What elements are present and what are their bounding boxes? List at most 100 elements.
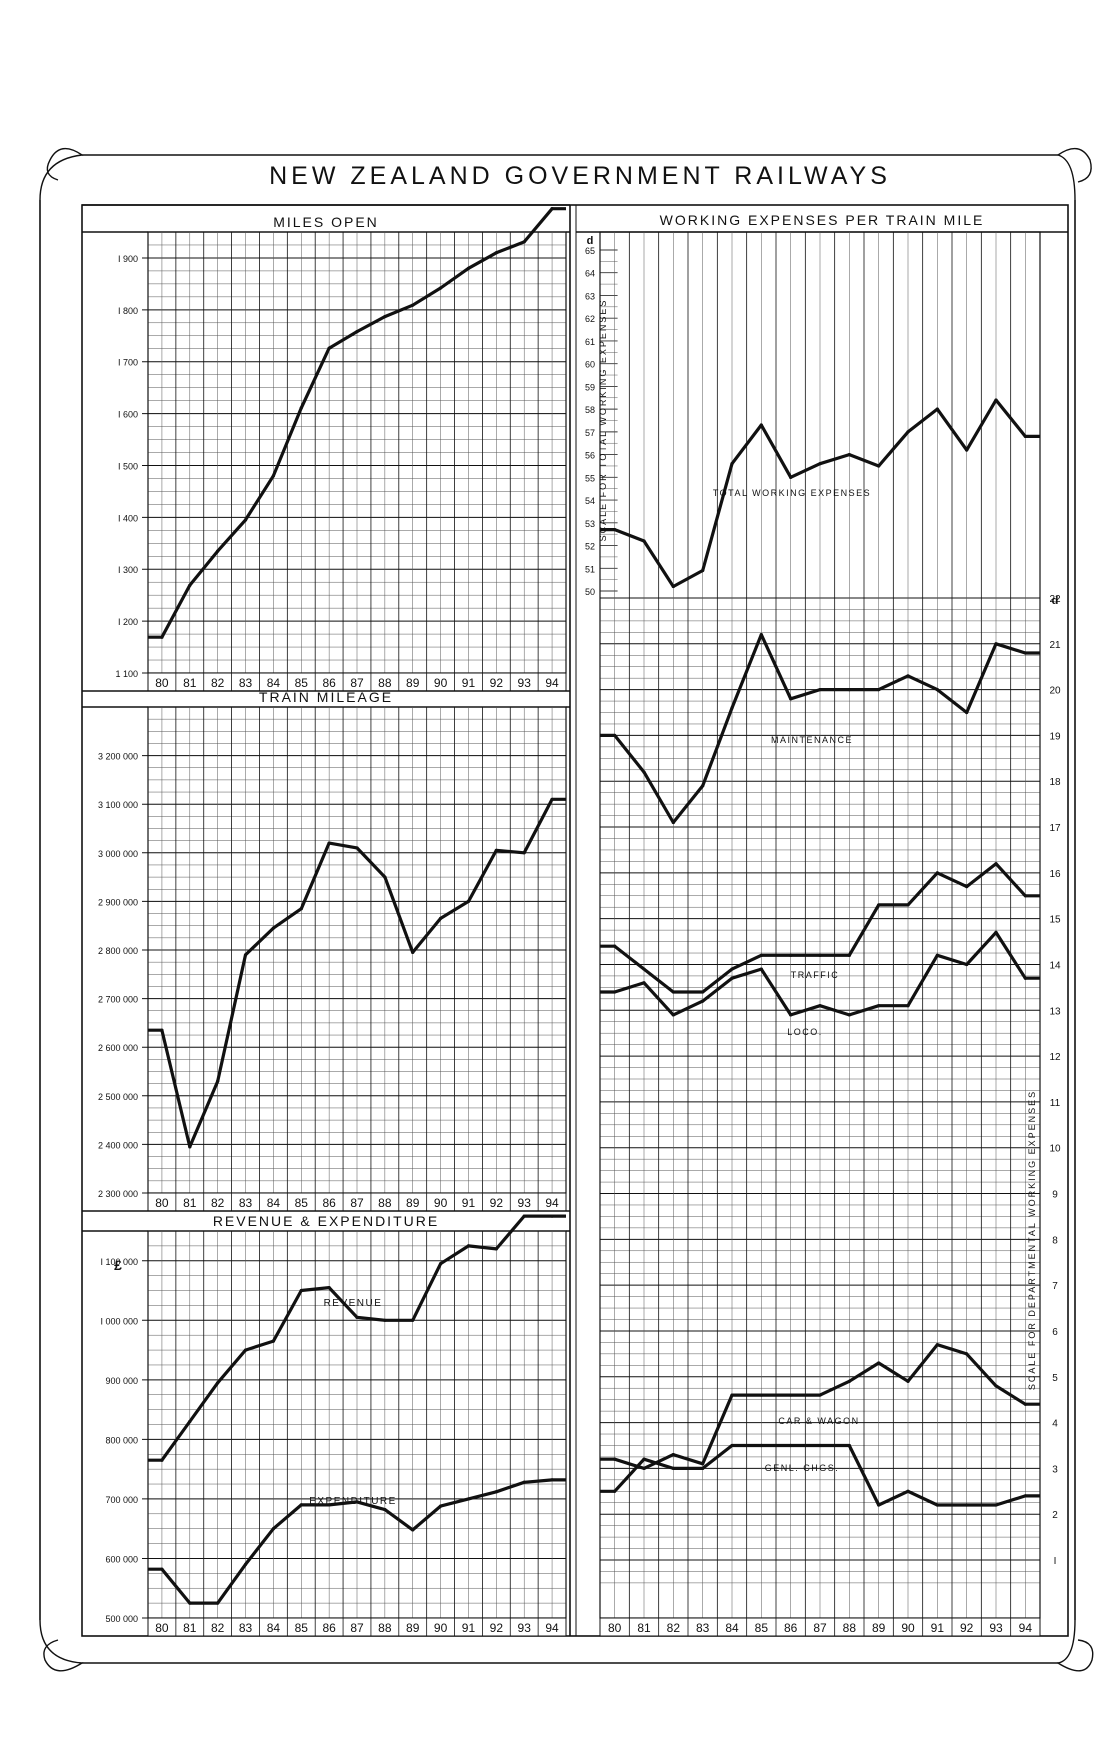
working-left-tick-label: 51 — [585, 564, 595, 574]
miles-open-data-point — [271, 474, 275, 478]
working-left-tick-label: 56 — [585, 451, 595, 461]
miles-open-data-point — [299, 406, 303, 410]
working-data-point — [906, 430, 910, 434]
train-mileage-xtick-label: 93 — [518, 1196, 532, 1210]
working-data-point — [759, 633, 763, 637]
miles-open-xtick-label: 86 — [322, 676, 336, 690]
revenue-expenditure-xtick-label: 91 — [462, 1621, 476, 1635]
revenue-expenditure-data-point — [271, 1339, 275, 1343]
revenue-expenditure-data-point — [550, 1214, 554, 1218]
working-data-point — [965, 962, 969, 967]
working-data-point — [730, 976, 734, 980]
working-right-tick-label: 10 — [1049, 1144, 1061, 1155]
train-mileage-ytick-label: 3 100 000 — [98, 800, 138, 810]
miles-open-title: MILES OPEN — [273, 214, 379, 230]
revenue-expenditure-data-point — [188, 1419, 192, 1424]
working-right-tick-label: 9 — [1052, 1190, 1058, 1201]
miles-open-xtick-label: 94 — [545, 676, 559, 690]
revenue-expenditure-data-point — [383, 1318, 387, 1322]
miles-open-data-point — [439, 286, 443, 290]
working-data-point — [759, 1393, 763, 1397]
working-data-point — [789, 1443, 793, 1448]
revenue-expenditure-data-point — [383, 1508, 387, 1512]
train-mileage-xtick-label: 92 — [490, 1196, 504, 1210]
working-data-point — [613, 990, 617, 994]
working-data-point — [701, 1466, 705, 1470]
train-mileage-ytick-label: 2 400 000 — [98, 1140, 138, 1150]
working-data-point — [847, 688, 851, 692]
working-data-point — [818, 688, 822, 692]
revenue-expenditure-data-point — [216, 1601, 220, 1605]
revenue-expenditure-ytick-label: I 100 000 — [100, 1257, 138, 1267]
revenue-expenditure-ytick-label: 700 000 — [105, 1495, 138, 1505]
working-left-tick-label: 65 — [585, 246, 595, 256]
working-data-point — [906, 1379, 910, 1383]
working-data-point — [1023, 1402, 1027, 1406]
revenue-expenditure-xtick-label: 88 — [378, 1621, 392, 1635]
working-data-point — [994, 642, 998, 646]
miles-open-xtick-label: 90 — [434, 676, 448, 690]
train-mileage-data-point — [383, 875, 387, 879]
working-data-point — [935, 1503, 939, 1507]
working-data-point — [1023, 1494, 1027, 1498]
working-data-point — [935, 407, 939, 411]
train-mileage-data-point — [243, 953, 248, 957]
miles-open-data-point — [355, 330, 359, 334]
working-data-point — [994, 398, 998, 402]
working-data-point — [935, 688, 939, 692]
working-left-tick-label: 54 — [585, 496, 595, 506]
working-data-point — [965, 1503, 969, 1507]
revenue-expenditure-data-point — [299, 1503, 303, 1507]
working-right-tick-label: 11 — [1050, 1098, 1061, 1109]
working-xtick-label: 80 — [608, 1621, 622, 1635]
working-data-point — [730, 1393, 734, 1397]
working-left-unit: d — [587, 235, 594, 247]
train-mileage-xtick-label: 90 — [434, 1196, 448, 1210]
train-mileage-data-point — [160, 1028, 164, 1032]
working-right-tick-label: 15 — [1049, 915, 1061, 926]
revenue-expenditure-ytick-label: 900 000 — [105, 1376, 138, 1386]
train-mileage-data-point — [216, 1079, 220, 1083]
working-left-tick-label: 62 — [585, 314, 595, 324]
working-data-point — [613, 1457, 617, 1461]
working-data-point — [671, 1013, 675, 1017]
working-data-point — [877, 903, 881, 907]
revenue-expenditure-data-point — [522, 1214, 526, 1218]
working-right-tick-label: 21 — [1049, 640, 1061, 651]
revenue-expenditure-data-point — [494, 1490, 498, 1494]
working-data-point — [818, 1443, 822, 1448]
working-data-point — [847, 1379, 851, 1383]
miles-open-xtick-label: 81 — [183, 676, 197, 690]
train-mileage-data-point — [550, 797, 554, 801]
working-data-point — [965, 885, 969, 889]
train-mileage-xtick-label: 81 — [183, 1196, 197, 1210]
train-mileage-data-point — [522, 851, 526, 855]
revenue-expenditure-data-point — [160, 1567, 164, 1571]
chart-working-expenses: WORKING EXPENSES PER TRAIN MILEd50515253… — [576, 212, 1068, 1637]
revenue-expenditure-xtick-label: 81 — [183, 1621, 197, 1635]
working-data-point — [701, 784, 705, 788]
working-data-point — [789, 697, 793, 701]
chart-miles-open: MILES OPEN 1 100 I 200 I 300 I 400 I 500 I 600… — [82, 204, 570, 692]
working-data-point — [1023, 434, 1027, 439]
page-title: NEW ZEALAND GOVERNMENT RAILWAYS — [269, 162, 891, 190]
working-data-point — [818, 1004, 822, 1008]
working-data-point — [935, 953, 939, 957]
working-data-point — [994, 1503, 998, 1507]
working-data-point — [789, 1013, 793, 1017]
train-mileage-xtick-label: 94 — [545, 1196, 559, 1210]
train-mileage-xtick-label: 91 — [462, 1196, 476, 1210]
miles-open-xtick-label: 89 — [406, 676, 420, 690]
working-data-point — [877, 1503, 881, 1507]
working-right-tick-label: 18 — [1049, 777, 1061, 788]
train-mileage-ytick-label: 2 800 000 — [98, 946, 138, 956]
working-data-point — [613, 944, 617, 948]
miles-open-xtick-label: 93 — [518, 676, 532, 690]
working-data-point — [642, 1457, 646, 1461]
working-data-point — [671, 1453, 675, 1457]
chart-train-mileage: TRAIN MILEAGE 2 300 000 2 400 000 2 500 000… — [82, 689, 570, 1212]
working-xtick-label: 87 — [813, 1621, 827, 1635]
working-data-point — [759, 423, 763, 427]
revenue-expenditure-data-point — [466, 1244, 471, 1248]
train-mileage-data-point — [299, 907, 303, 911]
